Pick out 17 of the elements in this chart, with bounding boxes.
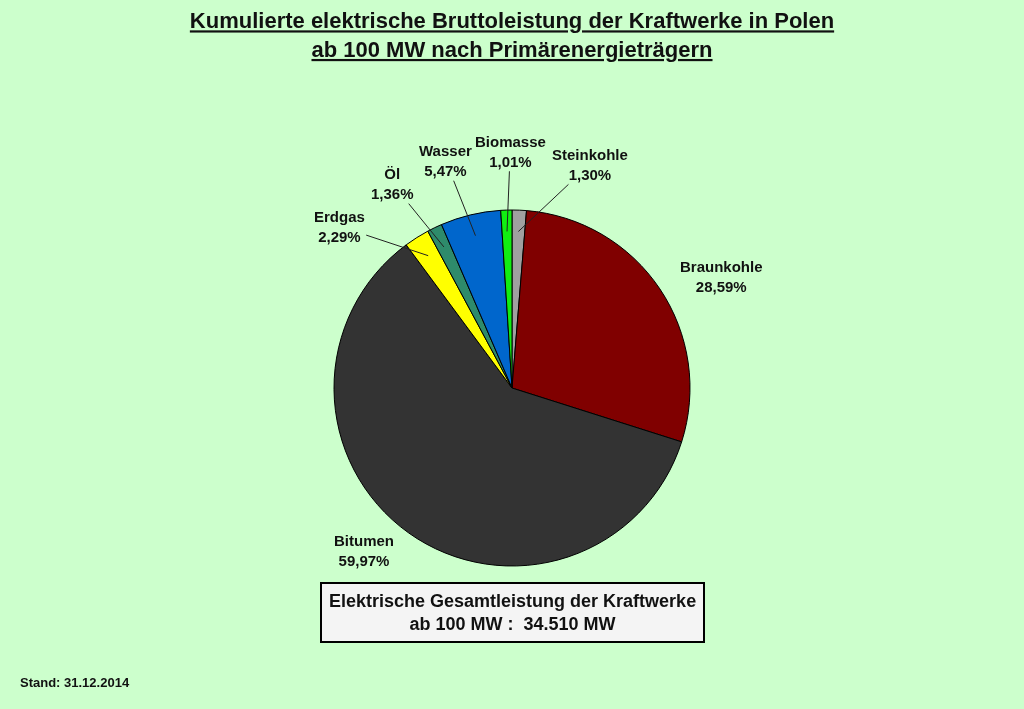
data-label: 1,30% <box>568 165 612 183</box>
slice-label: Wasser <box>419 142 472 159</box>
data-label: 1,36% <box>371 184 414 202</box>
text: Elektrische Gesamtleistung der Kraftwerke ab 100 MW : 34.510 MW <box>329 591 697 635</box>
slice-label: Biomasse <box>475 133 546 150</box>
data-label: 2,29% <box>318 227 361 245</box>
data-label: 1,01% <box>489 152 532 170</box>
slice-label: Steinkohle <box>552 146 628 163</box>
chart-title: Kumulierte elektrische Bruttoleistung der Kraftwerke in Polen ab 100 MW nach Primärenergieträgern <box>189 8 835 62</box>
data-label: 5,47% <box>424 161 467 179</box>
slice-label: Braunkohle <box>680 258 763 275</box>
slice-label: Öl <box>384 165 401 182</box>
data-label: 59,97% <box>338 551 390 569</box>
slice-label: Bitumen <box>334 532 394 549</box>
text: Stand: 31.12.2014 <box>20 675 130 690</box>
data-label: 28,59% <box>695 277 747 295</box>
slice-label: Erdgas <box>314 208 365 225</box>
